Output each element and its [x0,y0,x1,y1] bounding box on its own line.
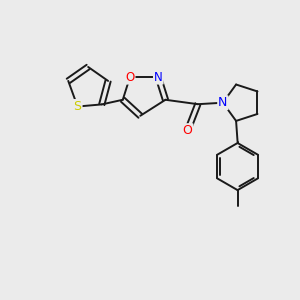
Text: N: N [218,96,227,109]
Text: O: O [125,70,134,84]
Text: O: O [183,124,193,137]
Text: N: N [154,70,163,84]
Text: S: S [74,100,82,113]
